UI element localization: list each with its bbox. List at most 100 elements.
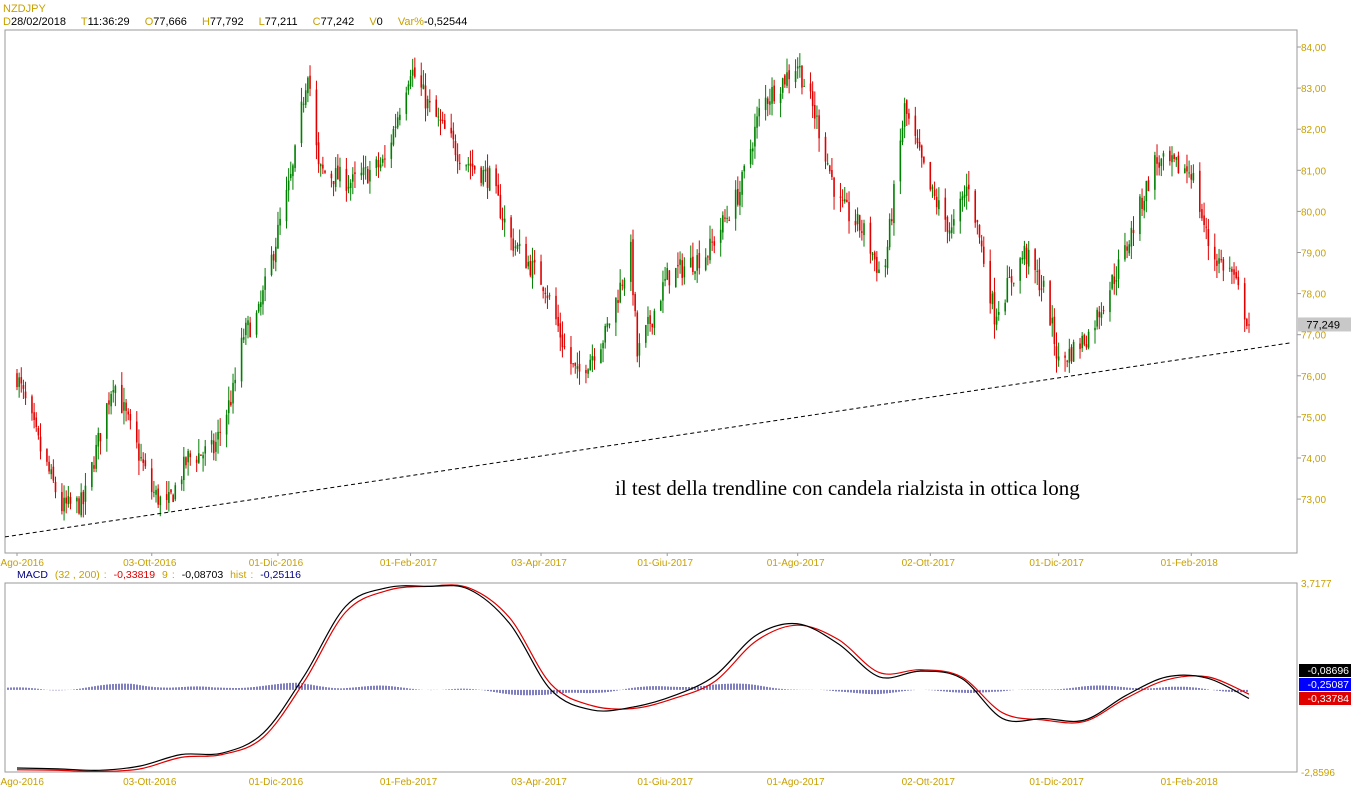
macd-x-tick-label: 01-Giu-2017 <box>637 777 693 788</box>
candle-body <box>46 449 48 462</box>
candle-body <box>886 246 889 269</box>
candle-body <box>749 148 752 165</box>
candle-body <box>377 160 380 168</box>
candle-body <box>510 217 512 238</box>
candle-body <box>946 216 949 232</box>
candle-body <box>354 172 356 175</box>
candle-body <box>322 164 324 169</box>
hist-value: -0,25116 <box>260 569 301 581</box>
signal-line <box>16 584 1250 773</box>
candle-body <box>1010 276 1013 283</box>
candle-body <box>480 167 482 183</box>
candle-body <box>304 90 307 105</box>
candle-body <box>93 465 95 469</box>
candle-body <box>469 163 472 166</box>
candle-body <box>1036 270 1039 272</box>
candle-body <box>292 165 294 177</box>
candle-body <box>1141 197 1143 209</box>
candle-body <box>422 84 425 89</box>
candle-body <box>227 400 230 414</box>
candle-body <box>140 457 142 459</box>
candle-body <box>1216 260 1218 266</box>
candle-body <box>803 85 805 87</box>
candle-body <box>1130 227 1133 247</box>
candle-body <box>980 240 983 247</box>
candle-body <box>724 217 726 219</box>
candle-body <box>234 379 236 384</box>
candle-body <box>578 363 581 372</box>
candle-body <box>114 386 117 393</box>
candle-body <box>1083 334 1086 345</box>
candle-body <box>129 414 132 421</box>
candle-body <box>1231 268 1233 272</box>
candle-body <box>1113 276 1116 284</box>
candle-body <box>563 346 566 348</box>
x-tick-label: 01-Feb-2017 <box>380 558 438 569</box>
candle-body <box>645 324 647 343</box>
close-value: 77,242 <box>320 16 355 28</box>
candle-body <box>1177 155 1180 174</box>
candle-body <box>279 218 281 226</box>
candle-body <box>1004 302 1006 312</box>
candle-body <box>1203 215 1205 226</box>
candle-body <box>170 489 172 493</box>
var-value: -0,52544 <box>423 16 468 28</box>
x-tick-label: 02-Ott-2017 <box>902 558 956 569</box>
candle-body <box>1139 196 1141 235</box>
candle-body <box>1222 259 1225 271</box>
candle-body <box>1162 153 1165 157</box>
candle-body <box>315 89 318 146</box>
candle-body <box>728 219 731 221</box>
candle-body <box>826 163 829 165</box>
candle-body <box>127 411 130 415</box>
candle-body <box>1220 259 1222 261</box>
candle-body <box>982 246 985 264</box>
candle-body <box>816 115 818 117</box>
candle-body <box>1042 280 1045 287</box>
candle-body <box>78 498 80 514</box>
candle-body <box>544 292 547 294</box>
candle-body <box>364 167 367 169</box>
candle-body <box>390 142 393 159</box>
candle-body <box>35 417 38 428</box>
macd-x-tick-label: 01-Dic-2016 <box>249 777 304 788</box>
candle-body <box>1111 274 1113 289</box>
candle-body <box>219 431 221 433</box>
candle-body <box>339 166 341 182</box>
candle-body <box>1243 283 1246 320</box>
candle-body <box>302 103 305 105</box>
candle-body <box>138 443 140 461</box>
macd-value-tag-label: -0,08696 <box>1308 665 1350 677</box>
y-tick-label: 76,00 <box>1301 372 1326 383</box>
candle-body <box>918 141 921 148</box>
candle-body <box>123 402 125 411</box>
candle-body <box>165 494 168 501</box>
candle-body <box>497 184 500 196</box>
x-tick-label: 01-Dic-2017 <box>1029 558 1084 569</box>
candle-body <box>142 459 144 463</box>
candle-body <box>950 227 953 233</box>
macd-value-tag-label: -0,25087 <box>1308 679 1350 691</box>
candle-body <box>1102 310 1105 312</box>
candle-body <box>841 199 844 201</box>
candle-body <box>482 170 485 185</box>
candle-body <box>1237 276 1240 286</box>
candle-body <box>751 148 754 152</box>
low-value: 77,211 <box>264 16 298 28</box>
candle-body <box>183 456 185 481</box>
candle-body <box>1019 258 1021 281</box>
candle-body <box>144 460 147 467</box>
candle-body <box>1053 316 1056 344</box>
candle-body <box>1128 244 1131 254</box>
candle-body <box>262 290 264 305</box>
candle-body <box>1109 290 1111 313</box>
candle-body <box>52 466 55 481</box>
candle-body <box>135 421 138 443</box>
candle-body <box>39 436 42 452</box>
candle-body <box>514 246 517 248</box>
time-value: 11:36:29 <box>87 16 130 28</box>
candle-body <box>1145 180 1148 202</box>
candle-body <box>1154 155 1156 190</box>
symbol-title: NZDJPY <box>3 3 46 15</box>
